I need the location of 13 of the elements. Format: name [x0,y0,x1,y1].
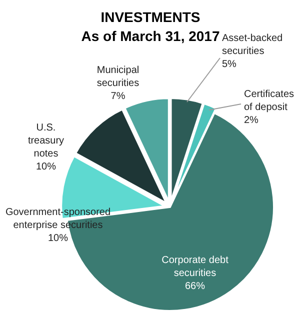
chart-subtitle: As of March 31, 2017 [81,28,220,44]
data-label: 10% [48,233,68,244]
data-label: 66% [184,281,206,292]
data-label: 5% [222,59,237,70]
slice-label: Municipal securities [96,65,140,89]
data-label: 2% [244,115,259,126]
slice-label: Certificates of deposit [244,89,294,113]
data-label: 7% [110,91,126,102]
slice-label: U.S. treasury notes [28,122,64,160]
chart-title: INVESTMENTS [100,9,200,25]
data-label: 10% [36,162,56,172]
slice-label: Asset-backed securities [222,33,283,57]
slice-label: Corporate debt securities [162,255,229,279]
